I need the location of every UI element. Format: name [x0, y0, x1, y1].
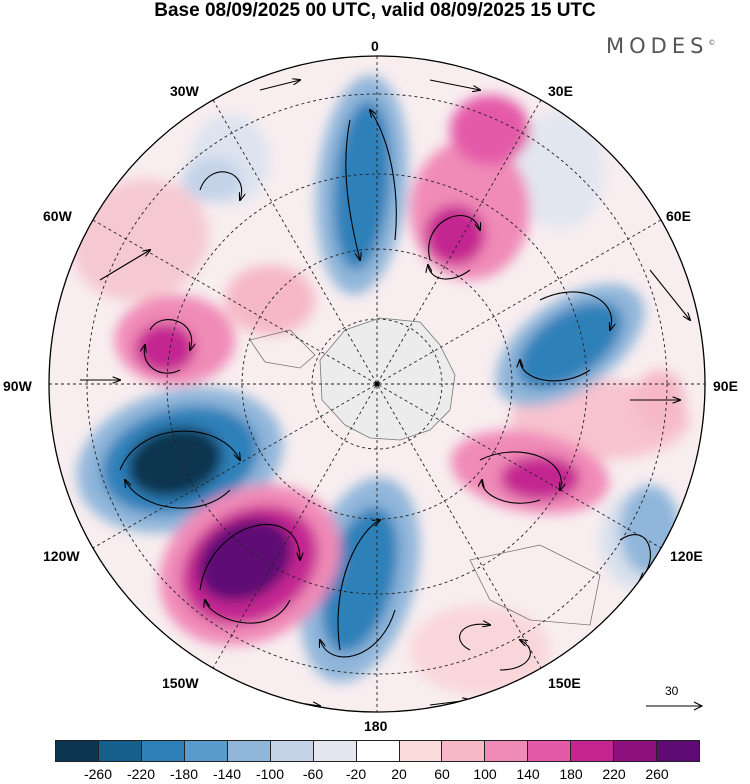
label-180: 180 [364, 718, 388, 734]
colorbar-tick-label: -100 [255, 766, 285, 782]
label-60w: 60W [43, 208, 72, 224]
label-90w: 90W [3, 378, 32, 394]
colorbar-tick-label: 260 [645, 766, 669, 782]
colorbar-swatch [141, 741, 185, 761]
colorbar-swatch [485, 741, 529, 761]
colorbar-tick-label: -140 [212, 766, 242, 782]
label-120e: 120E [670, 548, 703, 564]
colorbar-swatch [98, 741, 142, 761]
anomaly-field [49, 56, 705, 712]
colorbar-tick-label: -220 [126, 766, 156, 782]
colorbar-swatch [270, 741, 314, 761]
label-150w: 150W [162, 675, 199, 691]
label-30e: 30E [548, 83, 573, 99]
label-90e: 90E [713, 378, 738, 394]
colorbar-tick-label: 100 [473, 766, 497, 782]
colorbar-swatch [528, 741, 572, 761]
label-120w: 120W [43, 548, 80, 564]
colorbar-swatch [614, 741, 658, 761]
colorbar [55, 740, 700, 762]
map-boundary [48, 55, 706, 713]
colorbar-tick-label: 180 [559, 766, 583, 782]
map-title: Base 08/09/2025 00 UTC, valid 08/09/2025… [154, 0, 596, 21]
colorbar-swatch [227, 741, 271, 761]
colorbar-tick-label: 140 [516, 766, 540, 782]
reference-vector-label: 30 [665, 684, 679, 698]
colorbar-swatch [399, 741, 443, 761]
colorbar-swatch [356, 741, 400, 761]
reference-vector-arrow [646, 701, 704, 711]
colorbar-swatch [442, 741, 486, 761]
colorbar-tick-label: -60 [302, 766, 324, 782]
label-150e: 150E [548, 675, 581, 691]
colorbar-tick-label: 60 [434, 766, 450, 782]
label-60e: 60E [666, 208, 691, 224]
colorbar-tick-label: -180 [169, 766, 199, 782]
colorbar-swatch [571, 741, 615, 761]
colorbar-swatch [657, 741, 700, 761]
brand-logo: MODES© [606, 34, 716, 58]
colorbar-tick-label: -20 [345, 766, 367, 782]
colorbar-tick-label: 220 [602, 766, 626, 782]
colorbar-ticks: -260 -220 -180 -140 -100 -60 -20 20 60 100 140 180 2… [0, 766, 750, 784]
colorbar-swatch [184, 741, 228, 761]
colorbar-tick-label: -260 [83, 766, 113, 782]
colorbar-tick-label: 20 [391, 766, 407, 782]
colorbar-swatch [313, 741, 357, 761]
label-0: 0 [371, 38, 379, 54]
label-30w: 30W [170, 83, 199, 99]
colorbar-swatch [56, 741, 99, 761]
